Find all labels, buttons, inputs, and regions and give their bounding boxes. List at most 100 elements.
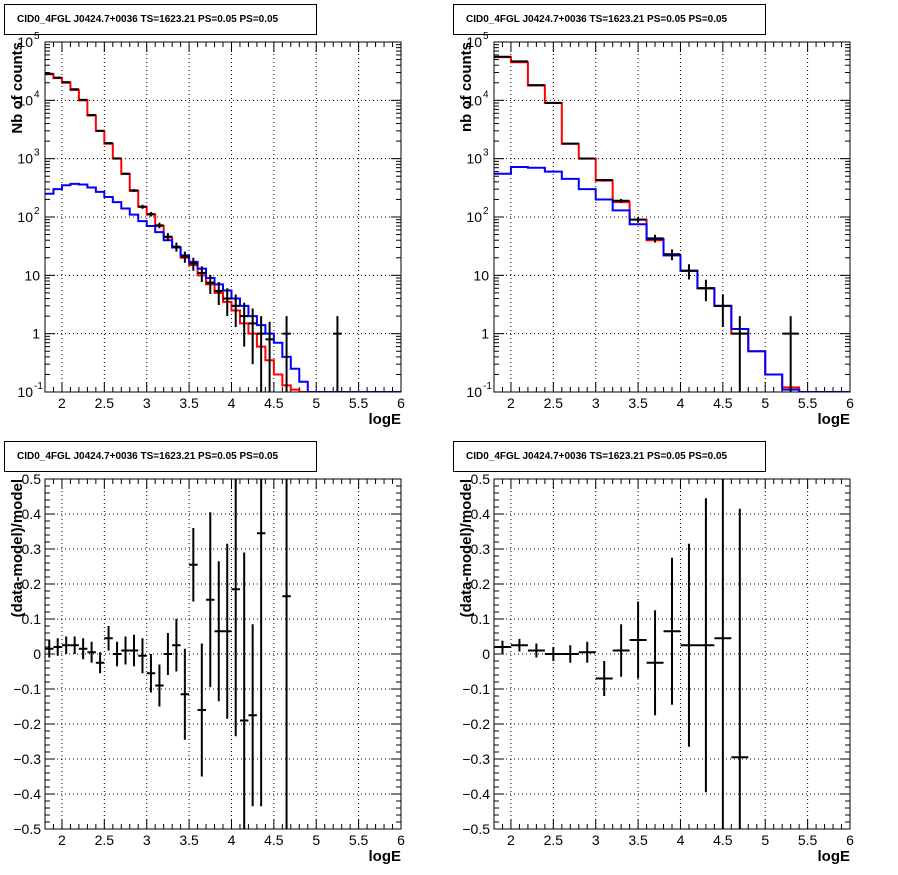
data-point [561,142,579,145]
x-tick-label: 3.5 [628,832,648,848]
data-point [646,234,664,243]
x-tick-label: 3.5 [179,832,199,848]
data-point [256,479,266,807]
y-tick-label: 0.2 [22,576,42,592]
data-point [731,508,749,829]
grid [45,478,402,830]
y-tick-label-exponent: 2 [483,206,489,217]
data-point [70,636,79,654]
y-tick-label: 0.5 [22,471,42,487]
data-point [663,557,681,705]
x-tick-labels: 2 2.5 3 3.5 4 4.5 5 5.5 6 [507,395,854,411]
x-tick-label: 4.5 [713,395,733,411]
chart-panel-top-left: CID0_4FGL J0424.7+0036 TS=1623.21 PS=0.0… [0,0,449,437]
y-tick-label: 10 [17,34,33,50]
data-point [595,661,613,696]
data-point [265,321,274,392]
data-point [714,479,732,829]
y-axis-label: Nb of counts [9,42,26,134]
x-tick-label: 3 [592,832,600,848]
x-tick-label: 2.5 [544,395,564,411]
data-point [138,638,147,674]
data-point [578,157,596,160]
data-point [561,645,579,663]
y-tick-label: 0 [482,646,490,662]
y-tick-label-exponent: 4 [34,89,40,100]
x-axis-label: logE [818,848,851,865]
plot-frame [44,478,402,830]
chart-title: CID0_4FGL J0424.7+0036 TS=1623.21 PS=0.0… [4,4,317,35]
data-point [731,316,749,392]
data-point [197,266,207,282]
y-tick-label: −0.4 [13,786,41,802]
plot-area [45,72,401,392]
data-point [629,601,647,679]
y-tick-label: 10 [466,384,482,400]
y-tick-label: −0.5 [462,821,490,837]
data-point [180,251,190,263]
x-tick-label: 5 [312,832,320,848]
data-point [239,302,249,347]
y-tick-label-exponent: 3 [34,148,40,159]
y-tick-label: 10 [473,267,489,283]
chart-panel-top-right: CID0_4FGL J0424.7+0036 TS=1623.21 PS=0.0… [449,0,898,437]
x-tick-label: 3 [143,832,151,848]
data-point [510,638,528,652]
x-tick-label: 4.5 [264,832,284,848]
data-point [104,626,113,651]
y-tick-label: 10 [17,384,33,400]
data-point [155,222,164,229]
x-tick-label: 5.5 [798,395,818,411]
data-point [248,308,257,365]
x-tick-labels: 2 2.5 3 3.5 4 4.5 5 5.5 6 [58,832,405,848]
data-point [45,640,54,658]
data-point [180,648,190,740]
x-tick-label: 6 [846,832,854,848]
y-tick-label-exponent: 3 [483,148,489,159]
x-tick-label: 5.5 [349,395,369,411]
series-line [45,182,401,392]
x-tick-label: 5.5 [798,832,818,848]
x-tick-label: 2.5 [95,832,115,848]
data-point [578,641,596,663]
y-tick-label-exponent: 2 [34,206,40,217]
chart-title: CID0_4FGL J0424.7+0036 TS=1623.21 PS=0.0… [453,441,766,472]
data-point [595,178,613,182]
x-tick-label: 4 [677,395,685,411]
x-axis-label: logE [818,411,851,428]
y-tick-label-exponent: -1 [483,381,492,392]
data-point [206,274,215,294]
grid [45,41,402,393]
data-point [163,633,173,675]
y-tick-label: 0.1 [22,611,42,627]
data-point [612,198,630,203]
data-point [112,157,122,160]
data-point [544,101,562,104]
chart-panel-bottom-right: CID0_4FGL J0424.7+0036 TS=1623.21 PS=0.0… [449,437,898,875]
y-tick-label: −0.2 [462,716,490,732]
data-point [629,217,647,223]
x-tick-label: 4.5 [713,832,733,848]
data-point [231,479,240,737]
grid [494,41,851,393]
data-point [189,528,198,602]
data-point [95,129,105,132]
data-point [680,264,698,280]
ticks [493,42,851,393]
x-tick-labels: 2 2.5 3 3.5 4 4.5 5 5.5 6 [58,395,405,411]
x-tick-label: 5.5 [349,832,369,848]
data-point [53,638,62,656]
data-point [697,498,715,793]
y-tick-label: 10 [17,151,33,167]
y-axis-label: (data-model)/model [9,479,26,617]
y-tick-label: 0.4 [471,506,491,522]
x-tick-label: 4.5 [264,395,284,411]
data-point [104,142,113,145]
plot-area [494,479,749,829]
data-point [544,647,562,661]
data-point [333,316,342,392]
x-tick-label: 3 [592,395,600,411]
x-tick-label: 5 [761,832,769,848]
y-tick-labels: −0.5 −0.4 −0.3 −0.2 −0.1 0 0.1 0.2 0.3 0.4 0.5 [13,471,41,837]
